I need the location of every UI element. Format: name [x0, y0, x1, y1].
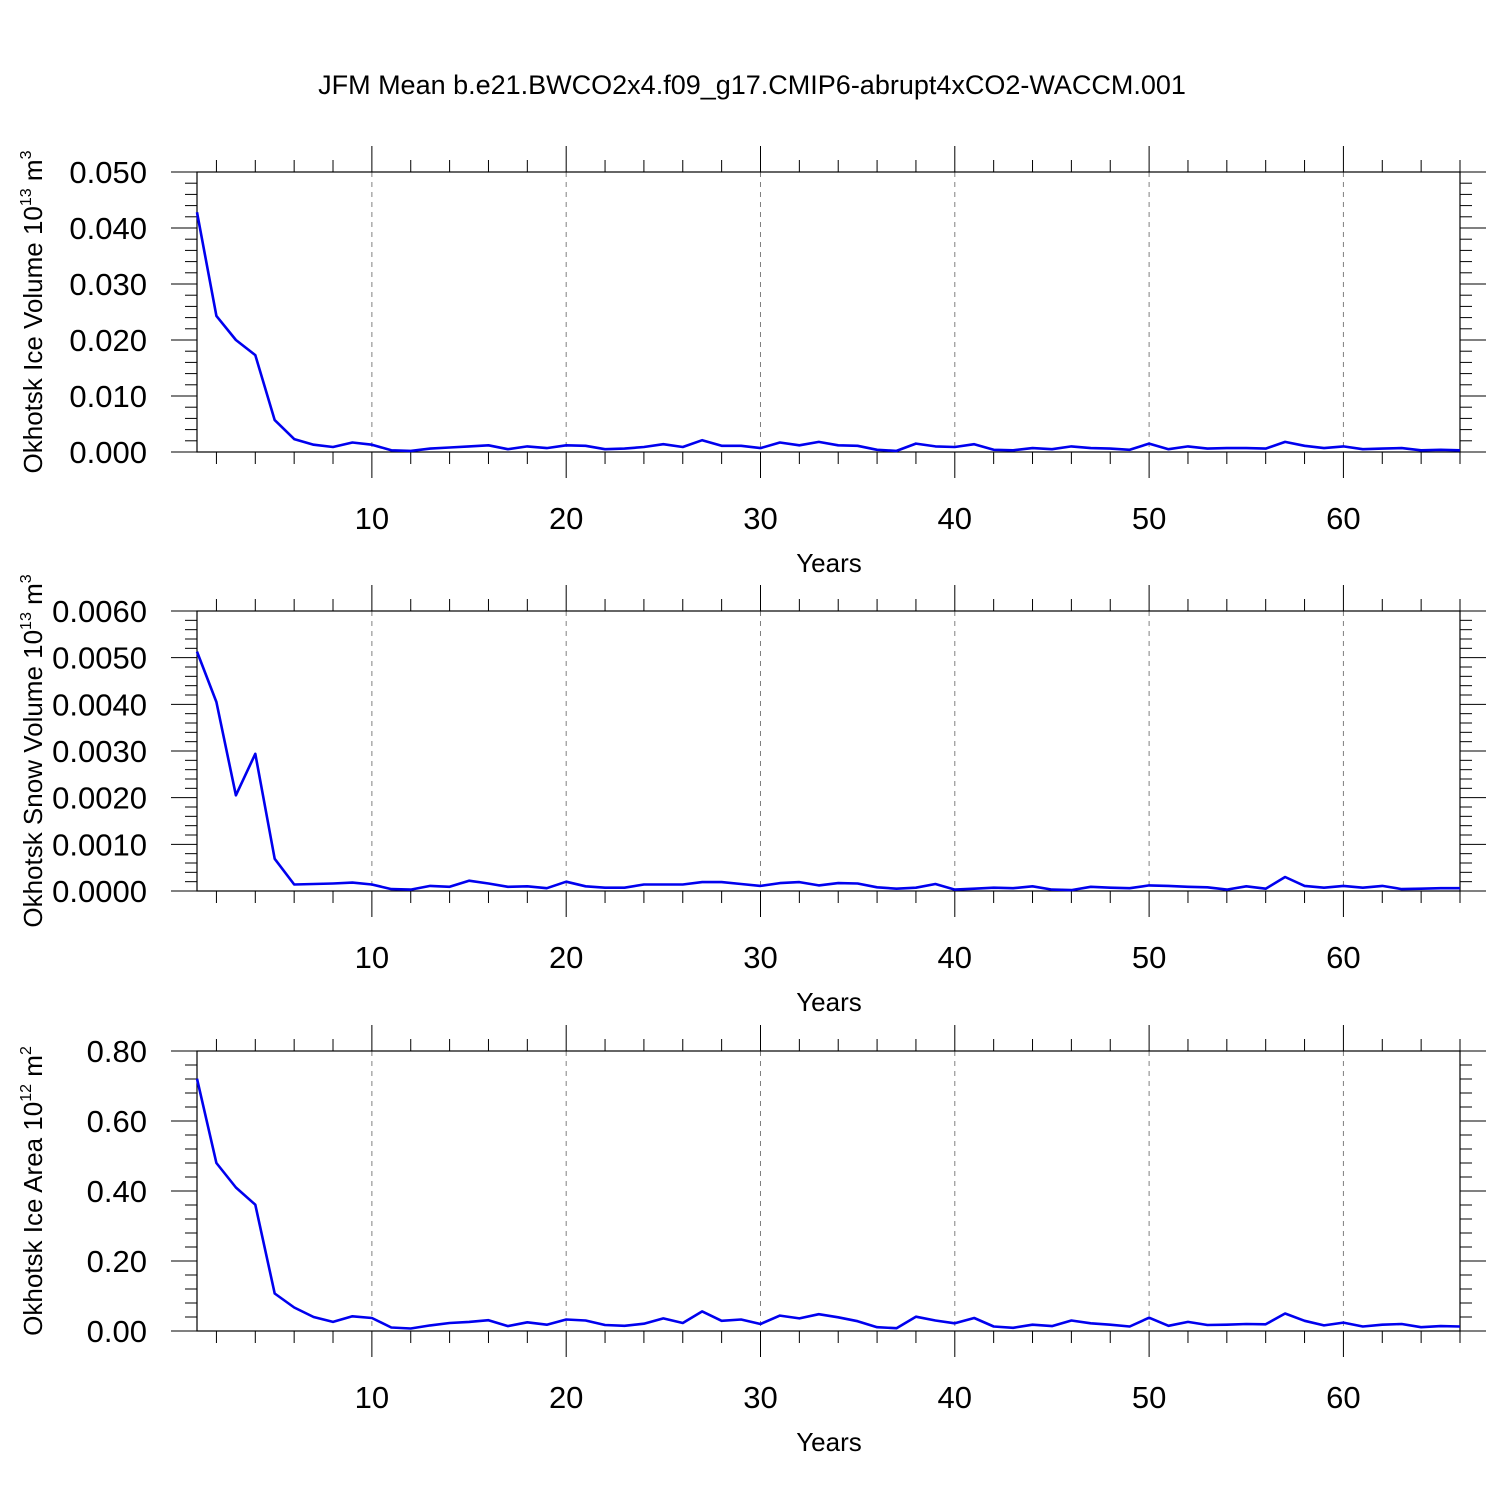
chart-panel-2: 10 20 30 40 50 60 0.0000 0.0010 0.0020 0.0030 0.00… — [18, 574, 1486, 1017]
x-tick-label: 30 — [743, 501, 777, 536]
x-tick-label: 10 — [355, 940, 389, 975]
x-tick-label: 60 — [1326, 940, 1360, 975]
x-axis-title: Years — [796, 987, 862, 1017]
series-line — [195, 651, 1460, 892]
chart-panel-1: 10 20 30 40 50 60 0.000 0.010 0.020 0.030 0.040 0.0… — [18, 146, 1486, 578]
x-tick-label: 20 — [549, 501, 583, 536]
x-axis-title: Years — [796, 548, 862, 578]
x-tick-label: 60 — [1326, 501, 1360, 536]
x-tick-label: 30 — [743, 940, 777, 975]
x-tick-label: 40 — [938, 1380, 972, 1415]
x-tick-label: 60 — [1326, 1380, 1360, 1415]
y-tick-label: 0.050 — [69, 155, 147, 190]
y-tick-label: 0.010 — [69, 379, 147, 414]
y-tick-label: 0.0040 — [52, 687, 147, 722]
y-axis-title: Okhotsk Snow Volume 1013 m3 — [18, 574, 48, 927]
y-axis-title: Okhotsk Ice Area 1012 m2 — [18, 1046, 48, 1336]
x-tick-label: 30 — [743, 1380, 777, 1415]
y-tick-label: 0.0050 — [52, 641, 147, 676]
y-tick-label: 0.60 — [87, 1104, 147, 1139]
plot-frame — [196, 171, 1461, 453]
x-tick-label: 50 — [1132, 940, 1166, 975]
x-tick-label: 40 — [938, 501, 972, 536]
series-line — [195, 212, 1461, 453]
y-axis-title: Okhotsk Ice Volume 1013 m3 — [18, 150, 48, 473]
y-tick-label: 0.040 — [69, 211, 147, 246]
y-tick-label: 0.0030 — [52, 734, 147, 769]
y-tick-label: 0.80 — [87, 1034, 147, 1069]
y-tick-label: 0.030 — [69, 267, 147, 302]
plot-frame — [196, 1050, 1461, 1332]
x-tick-label: 10 — [355, 1380, 389, 1415]
y-tick-label: 0.0010 — [52, 827, 147, 862]
x-tick-label: 50 — [1132, 1380, 1166, 1415]
y-tick-label: 0.0060 — [52, 594, 147, 629]
x-tick-label: 50 — [1132, 501, 1166, 536]
y-tick-label: 0.40 — [87, 1174, 147, 1209]
x-tick-label: 20 — [549, 940, 583, 975]
y-tick-label: 0.00 — [87, 1314, 147, 1349]
x-axis-title: Years — [796, 1427, 862, 1457]
series-line — [195, 1078, 1461, 1330]
x-tick-label: 20 — [549, 1380, 583, 1415]
chart-title: JFM Mean b.e21.BWCO2x4.f09_g17.CMIP6-abr… — [318, 70, 1186, 100]
y-tick-label: 0.000 — [69, 435, 147, 470]
plot-frame — [196, 610, 1461, 892]
x-tick-label: 10 — [355, 501, 389, 536]
x-tick-label: 40 — [938, 940, 972, 975]
y-tick-label: 0.0020 — [52, 781, 147, 816]
y-tick-label: 0.20 — [87, 1244, 147, 1279]
chart-panel-3: 10 20 30 40 50 60 0.00 0.20 0.40 0.60 0.80 Years Okh… — [18, 1025, 1486, 1457]
y-tick-label: 0.0000 — [52, 874, 147, 909]
y-tick-label: 0.020 — [69, 323, 147, 358]
